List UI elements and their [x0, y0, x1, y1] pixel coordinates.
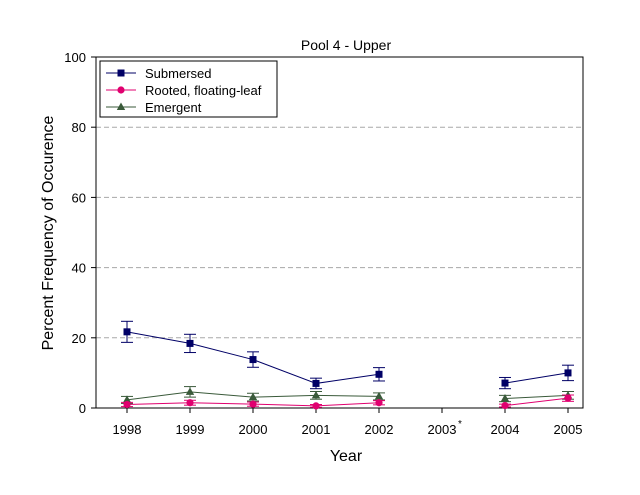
data-point: [500, 394, 510, 402]
data-point: [186, 399, 194, 407]
data-point: [564, 369, 572, 377]
x-tick-label: 1998: [113, 422, 142, 437]
data-point: [374, 391, 384, 400]
y-tick-label: 20: [72, 331, 86, 346]
data-point: [375, 370, 383, 378]
x-tick-label: 2001: [302, 422, 331, 437]
chart-title: Pool 4 - Upper: [301, 37, 392, 53]
x-tick-label: 1999: [176, 422, 205, 437]
data-point: [122, 395, 132, 403]
x-tick-label: 2003: [428, 422, 457, 437]
data-point: [249, 400, 257, 408]
data-point: [248, 392, 258, 401]
data-point: [123, 328, 131, 336]
x-tick-label: 2004: [491, 422, 520, 437]
y-axis-label: Percent Frequency of Occurence: [40, 116, 57, 351]
series-submersed: [121, 320, 574, 390]
x-tick-label: 2005: [554, 422, 583, 437]
data-point: [501, 401, 509, 410]
y-tick-label: 60: [72, 190, 86, 205]
x-tick-footnote-mark: *: [458, 419, 462, 430]
x-tick-label: 2002: [365, 422, 394, 437]
legend-marker: [117, 69, 125, 77]
data-point: [501, 379, 509, 387]
y-tick-label: 100: [64, 50, 86, 65]
series-line: [504, 397, 569, 407]
data-point: [311, 390, 321, 399]
data-point: [123, 400, 131, 409]
x-axis-label: Year: [330, 448, 363, 465]
legend-marker: [116, 102, 126, 110]
data-point: [312, 402, 320, 410]
series-line: [504, 394, 569, 400]
legend-label: Submersed: [145, 66, 211, 81]
series-rooted-floating-leaf: [121, 394, 574, 410]
data-point: [375, 399, 383, 407]
legend-label: Emergent: [145, 100, 202, 115]
y-tick-label: 40: [72, 261, 86, 276]
data-point: [186, 339, 194, 347]
grid: [96, 126, 583, 339]
legend: Submersed Rooted, floating-leaf Emergent: [99, 60, 278, 118]
series-layer: [121, 320, 574, 410]
x-tick-label: 2000: [239, 422, 268, 437]
data-point: [249, 356, 257, 364]
legend-box: [99, 60, 278, 118]
data-point: [564, 394, 572, 402]
data-point: [312, 379, 320, 387]
y-tick-label: 80: [72, 120, 86, 135]
y-tick-label: 0: [79, 401, 86, 416]
series-line: [504, 372, 569, 384]
legend-label: Rooted, floating-leaf: [145, 83, 262, 98]
plot-area: [95, 56, 584, 409]
axes: 0 20 40 60 80 100 1998 1999 2000 2001 2002 2003 * 200…: [64, 50, 582, 437]
legend-marker: [117, 86, 125, 94]
data-point: [185, 387, 195, 395]
